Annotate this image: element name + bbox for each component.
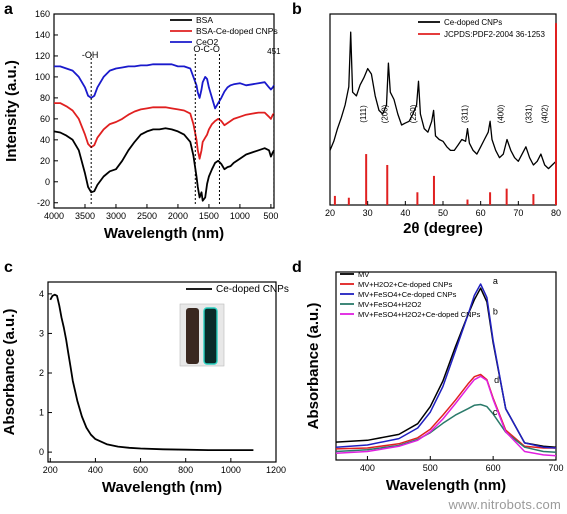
series-line-bsa-ce-doped-cnps: [54, 102, 275, 160]
legend-entry-ce-doped-cnps: Ce-doped CNPs: [444, 18, 502, 27]
x-tick-label: 600: [486, 463, 501, 473]
inset-vial-fluorescent: [203, 307, 218, 365]
y-axis-label: Intensity (a.u.): [3, 60, 20, 162]
series-line-bsa: [53, 127, 275, 202]
legend-entry-bsa: BSA: [196, 15, 213, 25]
peak-label: (200): [380, 104, 389, 123]
panel-d-degradation-chart: 400 500 600 700 Wavelength (nm) Absorbance (a…: [305, 270, 564, 494]
series-line-ce-doped-cnps: [49, 293, 254, 452]
curve-label-a: a: [493, 276, 498, 286]
series-line-ce-doped-cnps: [329, 31, 557, 170]
curve-label-b: b: [493, 307, 498, 317]
y-tick-label: 100: [35, 72, 50, 82]
peak-label: (402): [541, 104, 550, 123]
y-tick-label: 60: [40, 114, 50, 124]
series-line-mv-h2o2-ce-doped-cnps: [335, 373, 556, 450]
legend-entry-ce-doped-cnps: Ce-doped CNPs: [216, 284, 289, 295]
x-tick-label: 400: [360, 463, 375, 473]
y-tick-label: 20: [40, 156, 50, 166]
series-line-mv-feso4-h2o2: [335, 403, 557, 454]
curve-label-c: c: [493, 407, 498, 417]
x-tick-label: 500: [423, 463, 438, 473]
y-axis-label: Absorbance (a.u.): [305, 303, 322, 430]
peak-label: (400): [496, 104, 505, 123]
y-tick-label: 4: [39, 289, 44, 299]
x-axis-label: Wavelength (nm): [104, 225, 224, 242]
x-tick-label: 400: [88, 465, 103, 475]
panel-c-absorbance-chart: 200 400 600 800 1000 1200 0 1 2 3 4 Wavelength (nm)…: [1, 281, 289, 496]
panel-b-xrd-chart: 20 30 40 50 60 70 80 2θ (degree) (111) (200) (220)…: [325, 13, 561, 237]
panel-a-ftir-chart: 4000 3500 3000 2500 2000 1500 1000 500 -20 0 20 40 6…: [3, 9, 281, 242]
x-axis-label: Wavelength (nm): [386, 477, 506, 494]
series-line-mv-feso4-ce-doped-cnps: [335, 283, 557, 449]
y-tick-label: 140: [35, 30, 50, 40]
x-tick-label: 500: [263, 211, 278, 221]
y-tick-label: 0: [39, 447, 44, 457]
peak-label: (331): [525, 104, 534, 123]
peak-label: (111): [359, 105, 368, 123]
x-tick-label: 3500: [75, 211, 95, 221]
y-tick-label: 120: [35, 51, 50, 61]
y-tick-label: 40: [40, 135, 50, 145]
curve-label-d: d: [494, 375, 499, 385]
x-tick-label: 50: [438, 208, 448, 218]
x-tick-label: 2000: [168, 211, 188, 221]
x-tick-label: 1000: [230, 211, 250, 221]
annotation-451: 451: [267, 47, 281, 56]
series-line-ceo2: [54, 63, 275, 110]
x-tick-label: 600: [133, 465, 148, 475]
peak-label: (311): [460, 105, 469, 123]
y-tick-label: -20: [37, 198, 50, 208]
y-tick-label: 2: [39, 368, 44, 378]
x-tick-label: 70: [513, 208, 523, 218]
legend-entry-mv-feso4-h2o2: MV+FeSO4+H2O2: [358, 300, 421, 309]
legend-entry-mv-feso4-ce-doped-cnps: MV+FeSO4+Ce-doped CNPs: [358, 290, 457, 299]
x-tick-label: 200: [43, 465, 58, 475]
peak-label: (220): [409, 104, 418, 123]
y-tick-label: 80: [40, 93, 50, 103]
annotation-oh: -OH: [82, 50, 99, 60]
x-tick-label: 60: [476, 208, 486, 218]
legend-entry-ceo2: CeO2: [196, 37, 218, 47]
x-tick-label: 3000: [106, 211, 126, 221]
x-axis-label: Wavelength (nm): [102, 479, 222, 496]
x-axis-label: 2θ (degree): [403, 220, 483, 237]
y-tick-label: 160: [35, 9, 50, 19]
y-tick-label: 3: [39, 328, 44, 338]
series-line-mv-feso4-h2o2-ce-doped-cnps: [335, 375, 557, 457]
y-tick-label: 1: [39, 408, 44, 418]
y-axis-label: Absorbance (a.u.): [1, 309, 18, 436]
x-tick-label: 80: [551, 208, 561, 218]
x-tick-label: 1000: [221, 465, 241, 475]
annotation-ococ: O-C-O: [193, 44, 220, 54]
legend-entry-jcpds-pdf2-2004-36-1253: JCPDS:PDF2-2004 36-1253: [444, 30, 545, 39]
panel-label-b: b: [292, 1, 302, 18]
y-tick-label: 0: [45, 177, 50, 187]
x-tick-label: 30: [363, 208, 373, 218]
x-tick-label: 40: [400, 208, 410, 218]
x-tick-label: 800: [178, 465, 193, 475]
panel-label-d: d: [292, 259, 302, 276]
legend-entry-mv-feso4-h2o2-ce-doped-cnps: MV+FeSO4+H2O2+Ce-doped CNPs: [358, 310, 481, 319]
x-tick-label: 1200: [266, 465, 286, 475]
plot-frame: [47, 281, 277, 463]
x-tick-label: 700: [548, 463, 563, 473]
legend-entry-bsa-ce-doped-cnps: BSA-Ce-doped CNPs: [196, 26, 278, 36]
panel-label-c: c: [4, 259, 13, 276]
x-tick-label: 2500: [137, 211, 157, 221]
x-tick-label: 1500: [199, 211, 219, 221]
watermark-text: www.nitrobots.com: [448, 497, 561, 512]
inset-vial-dark: [186, 308, 199, 364]
plot-frame: [335, 271, 557, 461]
legend-entry-mv: MV: [358, 270, 369, 279]
x-tick-label: 20: [325, 208, 335, 218]
x-tick-label: 4000: [44, 211, 64, 221]
legend-entry-mv-h2o2-ce-doped-cnps: MV+H2O2+Ce-doped CNPs: [358, 280, 452, 289]
panel-label-a: a: [4, 1, 13, 18]
